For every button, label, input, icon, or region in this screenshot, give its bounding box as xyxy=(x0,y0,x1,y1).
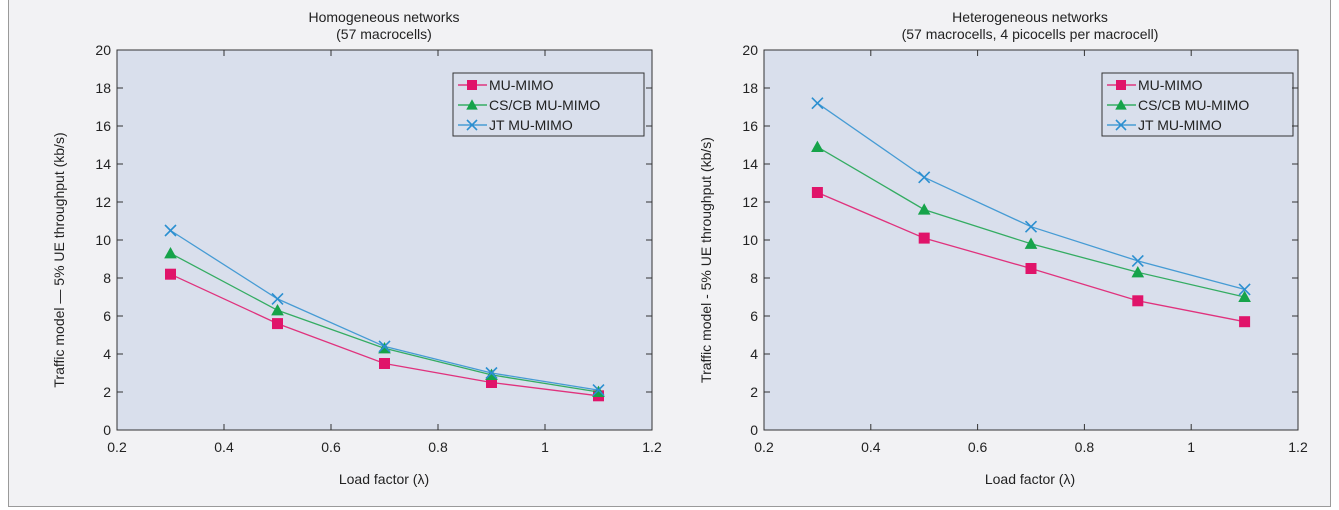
data-point-x-stroke xyxy=(485,366,498,380)
chart-homogeneous: Homogeneous networks (57 macrocells) Loa… xyxy=(51,9,662,487)
y-axis-label: Traffic model - 5% UE throughput (kb/s) xyxy=(698,137,714,383)
data-point-square xyxy=(811,187,823,198)
legend-label: CS/CB MU-MIMO xyxy=(489,97,600,113)
data-point-triangle xyxy=(1024,237,1038,249)
y-tick-label: 4 xyxy=(750,346,758,362)
y-tick-label: 0 xyxy=(103,422,111,438)
data-point-triangle xyxy=(164,246,177,259)
x-tick-label: 1.2 xyxy=(642,439,662,455)
data-point-x-stroke xyxy=(1131,254,1144,267)
x-tick-label: 0.4 xyxy=(861,439,881,455)
data-point-triangle xyxy=(271,303,284,316)
legend: MU-MIMO CS/CB MU-MIMO JT MU-MIMO xyxy=(1101,72,1294,137)
data-point-triangle xyxy=(1131,265,1145,278)
data-point-triangle xyxy=(811,140,824,152)
data-point-x xyxy=(466,119,478,131)
y-tick-label: 14 xyxy=(95,156,111,172)
y-tick-label: 8 xyxy=(103,270,111,286)
data-point-x-stroke xyxy=(918,171,931,184)
data-point-x xyxy=(164,224,177,237)
data-point-x-stroke xyxy=(271,292,284,305)
data-point-triangle xyxy=(1238,290,1251,303)
data-point-x-stroke xyxy=(1024,220,1038,233)
data-point-x-stroke xyxy=(378,340,391,353)
data-point-x xyxy=(918,171,931,184)
data-point-x-stroke xyxy=(811,97,824,110)
legend-label: JT MU-MIMO xyxy=(1138,117,1222,133)
data-point-x xyxy=(811,97,824,110)
data-point-x xyxy=(1024,220,1038,233)
legend-label: JT MU-MIMO xyxy=(489,117,573,133)
data-point-square xyxy=(272,318,283,330)
y-tick-label: 6 xyxy=(750,308,758,324)
y-tick-label: 0 xyxy=(750,422,758,438)
data-point-x-stroke xyxy=(592,384,605,397)
y-tick-label: 20 xyxy=(742,42,758,58)
data-point-square xyxy=(1132,295,1144,307)
legend-label: MU-MIMO xyxy=(1138,77,1203,93)
data-point-x-stroke xyxy=(164,224,177,237)
x-tick-label: 1 xyxy=(1187,439,1195,455)
legend: MU-MIMO CS/CB MU-MIMO JT MU-MIMO xyxy=(452,72,645,137)
y-tick-label: 4 xyxy=(103,346,111,362)
data-point-triangle xyxy=(466,99,478,110)
x-tick-label: 0.6 xyxy=(321,439,341,455)
data-point-triangle xyxy=(1115,99,1127,110)
data-point-square xyxy=(165,268,176,280)
data-point-x xyxy=(1115,119,1127,131)
data-point-square xyxy=(1116,80,1126,90)
x-axis-label: Load factor (λ) xyxy=(339,471,429,487)
chart-subtitle: (57 macrocells, 4 picocells per macrocel… xyxy=(902,26,1159,42)
y-tick-label: 8 xyxy=(750,270,758,286)
legend-label: CS/CB MU-MIMO xyxy=(1138,97,1249,113)
x-tick-label: 0.8 xyxy=(428,439,448,455)
y-tick-label: 16 xyxy=(95,118,111,134)
y-tick-label: 16 xyxy=(742,118,758,134)
legend-box xyxy=(1101,72,1294,137)
data-point-square xyxy=(1239,316,1251,328)
y-tick-label: 18 xyxy=(742,80,758,96)
chart-subtitle: (57 macrocells) xyxy=(336,26,432,42)
data-point-x-stroke xyxy=(466,119,478,131)
y-tick-label: 12 xyxy=(742,194,758,210)
x-axis-label: Load factor (λ) xyxy=(985,471,1075,487)
chart-heterogeneous: Heterogeneous networks (57 macrocells, 4… xyxy=(698,9,1308,487)
y-tick-label: 20 xyxy=(95,42,111,58)
x-tick-label: 0.2 xyxy=(754,439,774,455)
y-tick-label: 10 xyxy=(742,232,758,248)
y-axis-label: Traffic model — 5% UE throughput (kb/s) xyxy=(51,132,67,387)
data-point-x xyxy=(378,340,391,353)
x-tick-label: 0.6 xyxy=(968,439,988,455)
y-tick-label: 18 xyxy=(95,80,111,96)
data-point-square xyxy=(1025,263,1037,274)
legend-label: MU-MIMO xyxy=(489,77,554,93)
x-tick-label: 0.4 xyxy=(214,439,234,455)
data-point-square xyxy=(486,377,497,388)
data-point-x xyxy=(592,384,605,397)
y-tick-label: 12 xyxy=(95,194,111,210)
data-point-square xyxy=(379,358,390,369)
data-point-x xyxy=(1131,254,1144,267)
x-tick-label: 1 xyxy=(541,439,549,455)
data-point-x xyxy=(485,366,498,380)
x-tick-label: 0.2 xyxy=(107,439,127,455)
legend-box xyxy=(452,72,645,137)
data-point-square xyxy=(467,80,477,90)
y-tick-label: 2 xyxy=(103,384,111,400)
data-point-square xyxy=(918,232,930,244)
data-point-triangle xyxy=(917,203,931,215)
data-point-x-stroke xyxy=(1238,283,1251,296)
data-point-x-stroke xyxy=(1115,119,1127,131)
y-tick-label: 6 xyxy=(103,308,111,324)
y-tick-label: 14 xyxy=(742,156,758,172)
x-tick-label: 0.8 xyxy=(1075,439,1095,455)
x-tick-label: 1.2 xyxy=(1288,439,1308,455)
chart-title: Homogeneous networks xyxy=(309,9,460,25)
chart-title: Heterogeneous networks xyxy=(952,9,1108,25)
data-point-x xyxy=(1238,283,1251,296)
data-point-x xyxy=(271,292,284,305)
y-tick-label: 10 xyxy=(95,232,111,248)
y-tick-label: 2 xyxy=(750,384,758,400)
